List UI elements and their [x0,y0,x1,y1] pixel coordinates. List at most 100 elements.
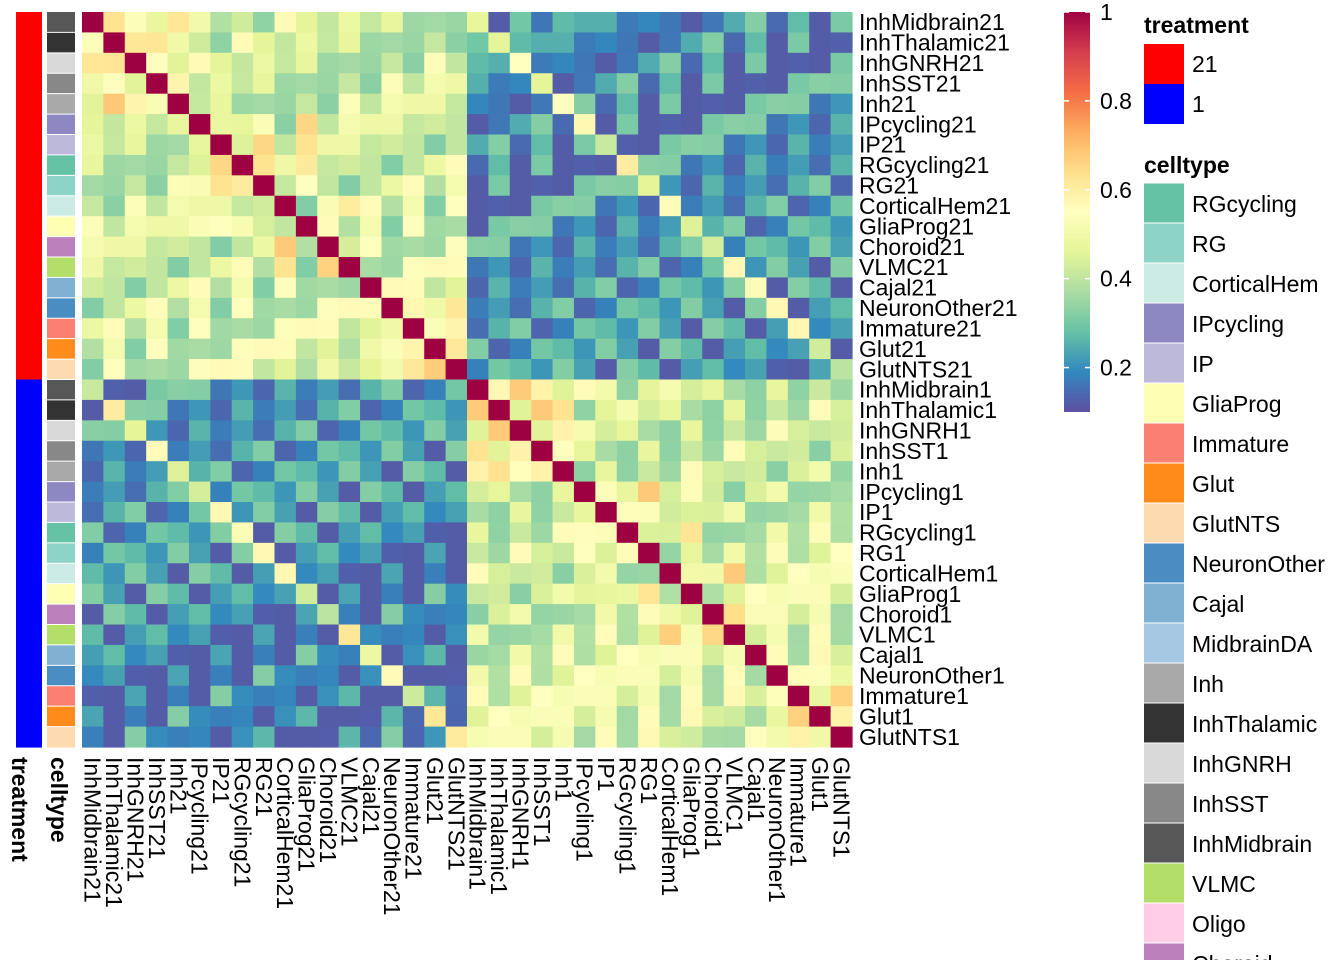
heatmap-cell [745,114,768,136]
column-label: Choroid21 [315,757,341,863]
heatmap-cell [317,257,340,279]
heatmap-cell [680,73,703,95]
heatmap-cell [638,440,661,462]
heatmap-cell [338,318,361,340]
heatmap-cell [509,461,532,483]
heatmap-cell [787,257,810,279]
heatmap-cell [830,604,853,626]
column-label: Cajal21 [358,757,384,835]
treatment-annotation-cell [16,726,42,748]
heatmap-cell [702,195,725,217]
heatmap-cell [659,461,682,483]
heatmap-cell [360,522,383,544]
heatmap-cell [445,644,468,666]
heatmap-cell [338,359,361,381]
legend-swatch-celltype [1144,623,1184,663]
heatmap-cell [445,114,468,136]
heatmap-cell [338,563,361,585]
heatmap-cell [424,685,447,707]
heatmap-cell [573,277,596,299]
heatmap-cell [809,604,832,626]
heatmap-cell [295,175,318,197]
heatmap-cell [402,502,425,524]
column-label: InhMidbrain1 [465,757,491,890]
heatmap-cell [659,481,682,503]
heatmap-cell [595,604,618,626]
heatmap-cell [146,93,169,115]
heatmap-cell [467,154,489,176]
heatmap-cell [787,583,810,605]
heatmap-cell [659,134,682,156]
heatmap-cell [680,318,703,340]
heatmap-cell [616,481,639,503]
heatmap-cell [509,399,532,421]
heatmap-cell [787,12,810,34]
column-label: CorticalHem21 [272,757,298,909]
heatmap-cell [146,440,169,462]
heatmap-cell [680,359,703,381]
heatmap-cell [745,297,768,319]
heatmap-cell [210,665,233,687]
heatmap-cell [146,216,169,238]
heatmap-cell [103,379,126,401]
celltype-annotation-cell [47,604,75,626]
heatmap-cell [167,236,190,258]
heatmap-cell [638,481,661,503]
row-label: NeuronOther21 [859,295,1018,321]
heatmap-cell [723,440,746,462]
heatmap-cell [188,502,211,524]
heatmap-cell [573,216,596,238]
heatmap-cell [552,522,575,544]
celltype-annotation-cell [47,420,75,442]
celltype-annotation-cell [47,175,75,197]
heatmap-cell [210,73,233,95]
heatmap-cell [659,706,682,728]
heatmap-cell [723,52,746,74]
heatmap-cell [402,726,425,748]
row-label: Cajal1 [859,642,924,668]
heatmap-cell [488,114,511,136]
heatmap-cell [188,481,211,503]
heatmap-cell [103,665,126,687]
heatmap-cell [188,52,211,74]
treatment-annotation-cell [16,73,42,95]
heatmap-cell [381,73,404,95]
heatmap-cell [573,563,596,585]
heatmap-cell [595,644,618,666]
heatmap-cell [295,420,318,442]
heatmap-cell [531,175,554,197]
heatmap-cell [638,726,661,748]
column-label: CorticalHem1 [657,757,683,896]
column-label: IP1 [593,757,619,792]
heatmap-cell [210,134,233,156]
heatmap-cell [445,706,468,728]
heatmap-cell [680,297,703,319]
heatmap-cell [552,32,575,54]
heatmap-cell [595,12,618,34]
heatmap-cell [745,52,768,74]
heatmap-cell [702,563,725,585]
heatmap-cell [659,216,682,238]
heatmap-cell [638,216,661,238]
heatmap-cell [274,379,297,401]
heatmap-cell [295,359,318,381]
heatmap-cell [231,461,254,483]
heatmap-cell [274,706,297,728]
heatmap-cell [295,134,318,156]
heatmap-cell [573,665,596,687]
heatmap-cell [787,32,810,54]
heatmap-cell [552,12,575,34]
heatmap-cell [573,481,596,503]
heatmap-cell [702,644,725,666]
heatmap-cell [595,379,618,401]
legend-swatch-treatment [1144,84,1184,124]
row-label: InhMidbrain21 [859,9,1005,35]
heatmap-cell [573,93,596,115]
row-label: InhThalamic21 [859,30,1010,56]
heatmap-cell [445,726,468,748]
heatmap-cell [467,73,489,95]
heatmap-cell [595,685,618,707]
legend-label-treatment: 1 [1192,91,1205,117]
legend-label-celltype: Immature [1192,431,1289,457]
heatmap-cell [381,604,404,626]
